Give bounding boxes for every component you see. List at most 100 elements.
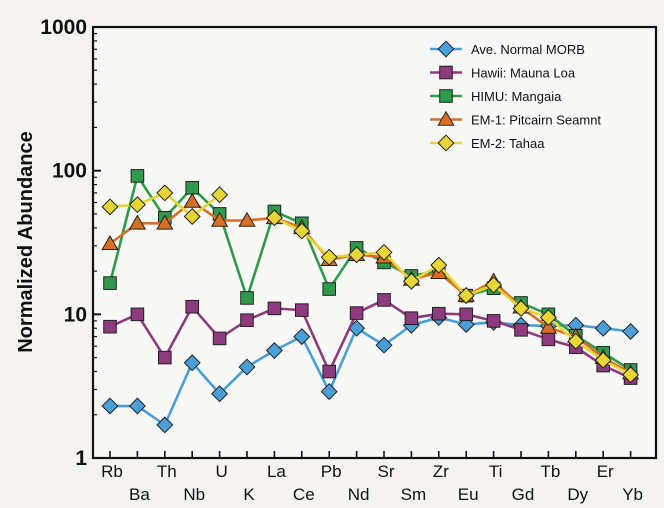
data-point bbox=[265, 209, 283, 227]
data-point bbox=[211, 186, 229, 204]
data-point bbox=[103, 319, 117, 334]
legend-item: Hawii: Mauna Loa bbox=[430, 66, 576, 81]
x-tick-label: K bbox=[243, 485, 255, 504]
x-tick-label: Pb bbox=[321, 462, 342, 481]
y-tick-label: 1000 bbox=[40, 16, 87, 39]
x-tick-label: Yb bbox=[622, 485, 643, 504]
x-tick-label: Sm bbox=[401, 485, 427, 504]
x-tick-label: Nb bbox=[183, 485, 205, 504]
x-tick-label: Sr bbox=[378, 462, 395, 481]
data-point bbox=[377, 293, 391, 307]
data-point bbox=[594, 319, 612, 337]
series-1 bbox=[101, 309, 640, 434]
legend-marker bbox=[437, 40, 455, 58]
y-axis-label: Normalized Abundance bbox=[15, 131, 37, 353]
data-point bbox=[486, 314, 501, 328]
legend: Ave. Normal MORB Hawii: Mauna Loa HIMU: Ma… bbox=[418, 34, 644, 160]
data-point bbox=[183, 354, 201, 372]
x-tick-label: Nd bbox=[348, 485, 370, 504]
x-tick-label: Zr bbox=[433, 462, 449, 481]
x-tick-label: Ce bbox=[293, 485, 315, 504]
legend-item: EM-2: Tahaa bbox=[430, 134, 545, 152]
data-point bbox=[622, 366, 640, 384]
x-tick-label: Gd bbox=[512, 485, 535, 504]
legend-marker bbox=[437, 134, 455, 152]
data-point bbox=[156, 214, 174, 230]
data-point bbox=[432, 306, 446, 321]
data-point bbox=[238, 358, 256, 376]
data-point bbox=[240, 313, 254, 328]
series-layer bbox=[101, 169, 640, 434]
data-point bbox=[594, 351, 612, 369]
legend-item: EM-1: Pitcairn Seamnt bbox=[430, 110, 601, 128]
plot-frame bbox=[91, 25, 658, 460]
data-point bbox=[156, 184, 174, 202]
data-point bbox=[430, 256, 448, 274]
data-point bbox=[101, 397, 119, 415]
x-tick-label: Ba bbox=[129, 485, 150, 504]
series-5 bbox=[101, 184, 640, 384]
data-point bbox=[240, 291, 254, 305]
data-point bbox=[375, 336, 393, 354]
legend-label: EM-1: Pitcairn Seamnt bbox=[471, 113, 601, 128]
data-point bbox=[567, 332, 585, 350]
data-point bbox=[103, 276, 117, 290]
data-point bbox=[128, 214, 147, 230]
x-tick-label: Eu bbox=[458, 485, 479, 504]
data-point bbox=[293, 328, 311, 346]
data-point bbox=[158, 350, 172, 365]
legend-label: EM-2: Tahaa bbox=[471, 136, 545, 151]
data-point bbox=[293, 222, 311, 240]
data-point bbox=[375, 243, 393, 261]
data-point bbox=[101, 234, 119, 251]
data-point bbox=[541, 332, 556, 347]
data-point bbox=[267, 301, 282, 316]
data-point bbox=[128, 196, 146, 214]
legend-marker bbox=[439, 89, 453, 103]
y-tick-label: 1 bbox=[75, 447, 87, 470]
legend-label: Ave. Normal MORB bbox=[471, 42, 585, 57]
data-point bbox=[185, 299, 199, 314]
axis-layer: 1 10 100 1000 Rb Ba Th Nb UK La Ce Pb Nd Sr Sm Zr Eu Ti Gd… bbox=[40, 16, 643, 504]
data-point bbox=[156, 416, 174, 434]
data-point bbox=[512, 299, 530, 317]
data-point bbox=[130, 169, 145, 183]
data-point bbox=[101, 198, 119, 216]
data-point bbox=[349, 306, 364, 320]
y-tick-label: 100 bbox=[52, 160, 87, 183]
x-tick-label: Rb bbox=[101, 462, 123, 481]
legend-marker bbox=[439, 65, 453, 80]
data-point bbox=[183, 192, 201, 208]
data-point bbox=[622, 322, 640, 340]
data-point bbox=[320, 248, 338, 266]
x-tick-label: Tb bbox=[540, 462, 560, 481]
data-point bbox=[402, 272, 420, 290]
x-tick-label: Dy bbox=[567, 485, 588, 504]
data-point bbox=[212, 331, 227, 346]
data-point bbox=[295, 303, 309, 317]
series-2 bbox=[103, 293, 638, 385]
legend-item: HIMU: Mangaia bbox=[430, 89, 562, 104]
data-point bbox=[128, 397, 146, 415]
data-point bbox=[320, 383, 338, 401]
legend-marker bbox=[437, 110, 455, 126]
x-tick-label: Ti bbox=[489, 462, 503, 481]
data-point bbox=[514, 323, 528, 337]
x-tick-label: Er bbox=[597, 462, 614, 481]
data-point bbox=[539, 309, 557, 327]
data-point bbox=[404, 311, 419, 325]
data-point bbox=[130, 307, 145, 322]
data-point bbox=[348, 246, 366, 264]
data-point bbox=[322, 282, 336, 296]
x-tick-label: La bbox=[267, 462, 286, 481]
data-point bbox=[185, 180, 199, 195]
data-point bbox=[485, 276, 503, 294]
x-tick-label: Th bbox=[157, 462, 177, 481]
x-tick-label: U bbox=[215, 462, 227, 481]
y-tick-label: 10 bbox=[64, 303, 87, 326]
data-point bbox=[211, 385, 229, 403]
data-point bbox=[459, 307, 473, 322]
data-point bbox=[210, 211, 229, 227]
legend-label: HIMU: Mangaia bbox=[471, 89, 562, 104]
